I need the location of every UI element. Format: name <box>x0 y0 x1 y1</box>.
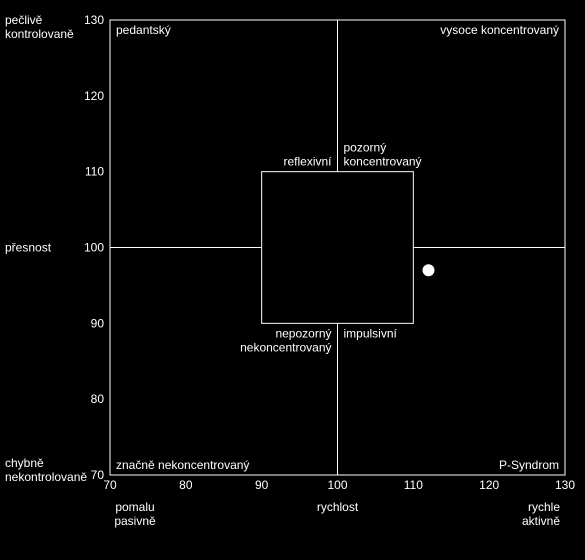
x-tick-label: 100 <box>327 478 347 492</box>
x-tick-label: 80 <box>179 478 193 492</box>
x-tick-label: 120 <box>479 478 499 492</box>
y-tick-label: 80 <box>91 392 105 406</box>
y-axis-label: přesnost <box>5 241 52 255</box>
inner-top-left: reflexivní <box>283 155 332 169</box>
x-right-label-1: rychle <box>528 500 560 514</box>
data-point <box>423 264 435 276</box>
inner-bottom-left-2: nekoncentrovaný <box>240 340 331 354</box>
y-top-label-2: kontrolovaně <box>5 27 74 41</box>
x-tick-label: 70 <box>103 478 117 492</box>
inner-top-right-1: pozorný <box>344 141 387 155</box>
y-tick-label: 100 <box>84 241 104 255</box>
quad-bottom-right: P-Syndrom <box>499 458 559 472</box>
y-top-label-1: pečlivě <box>5 13 43 27</box>
y-tick-label: 130 <box>84 13 104 27</box>
y-tick-label: 120 <box>84 89 104 103</box>
quad-top-right: vysoce koncentrovaný <box>440 23 559 37</box>
x-left-label-2: pasivně <box>114 514 156 528</box>
inner-box <box>262 172 414 324</box>
y-bottom-label-2: nekontrolovaně <box>5 470 87 484</box>
y-tick-label: 70 <box>91 468 105 482</box>
quad-bottom-left: značně nekoncentrovaný <box>116 458 249 472</box>
x-left-label-1: pomalu <box>115 500 154 514</box>
x-right-label-2: aktivně <box>522 514 560 528</box>
y-tick-label: 110 <box>85 165 104 179</box>
quad-top-left: pedantský <box>116 23 171 37</box>
x-tick-label: 110 <box>404 478 423 492</box>
y-tick-label: 90 <box>91 316 105 330</box>
quadrant-chart: 70 80 90 100 110 120 130 70 80 90 100 110 120 130 rych… <box>0 0 585 560</box>
x-tick-label: 90 <box>255 478 269 492</box>
y-bottom-label-1: chybně <box>5 456 44 470</box>
x-tick-label: 130 <box>555 478 575 492</box>
inner-bottom-left-1: nepozorný <box>275 326 331 340</box>
inner-bottom-right: impulsivní <box>344 326 398 340</box>
inner-top-right-2: koncentrovaný <box>344 155 422 169</box>
x-axis-label: rychlost <box>317 500 359 514</box>
